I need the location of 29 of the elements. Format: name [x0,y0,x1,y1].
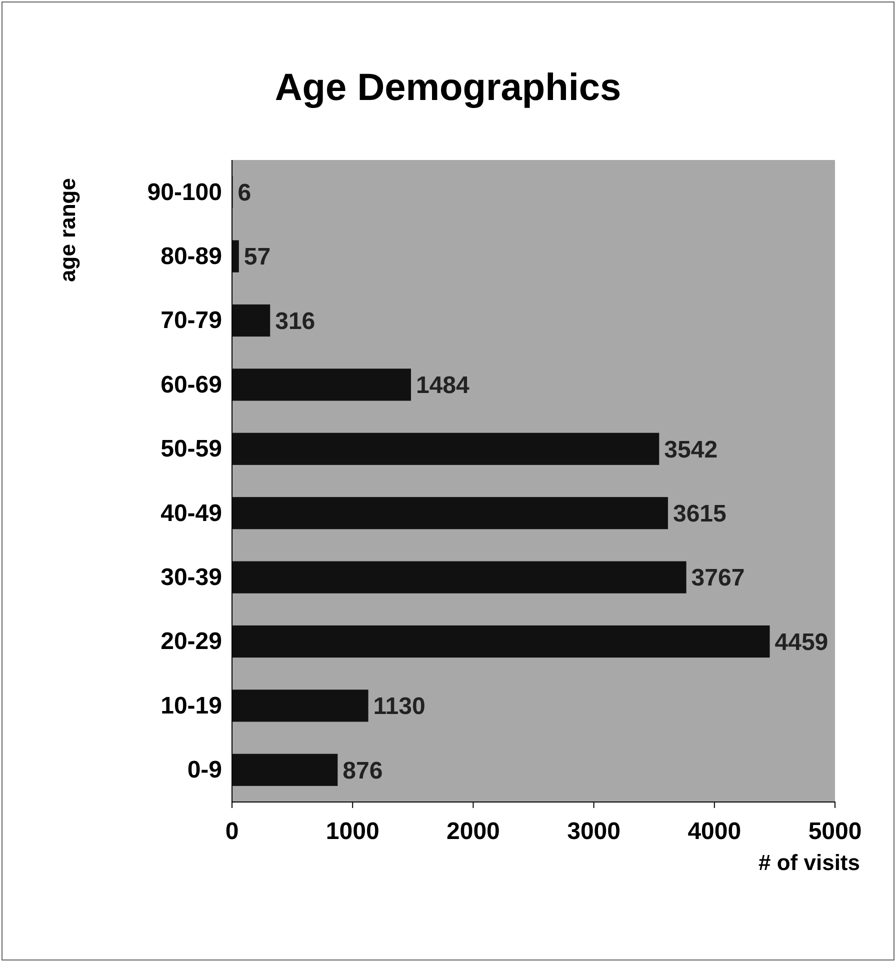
x-axis-title: # of visits [758,850,860,875]
y-tick-label: 0-9 [187,756,222,784]
y-axis-title: age range [55,178,80,282]
x-tick-label: 4000 [688,818,742,846]
data-label: 1484 [416,372,470,400]
x-tick-label: 0 [225,818,239,846]
chart-title: Age Demographics [274,67,622,109]
x-tick-label: 1000 [326,818,380,846]
data-label: 3615 [672,500,726,528]
data-label: 3542 [664,436,718,464]
data-label: 876 [342,757,383,784]
y-tick-label: 50-59 [160,436,222,463]
y-tick-label: 20-29 [160,628,222,656]
data-label: 4459 [774,628,828,656]
data-label: 57 [244,244,271,271]
x-tick-label: 5000 [808,818,862,846]
y-tick-label: 70-79 [160,307,222,334]
data-label: 1130 [373,693,426,720]
data-label: 316 [275,308,316,335]
y-tick-label: 90-100 [147,178,222,206]
y-tick-label: 40-49 [160,500,222,527]
y-tick-label: 80-89 [160,242,222,270]
data-label: 6 [238,180,252,206]
y-tick-label: 30-39 [160,564,222,591]
x-tick-label: 2000 [446,818,500,846]
y-tick-label: 60-69 [160,371,222,398]
x-tick-label: 3000 [567,818,620,846]
data-label: 3767 [691,564,745,592]
y-tick-label: 10-19 [160,692,222,720]
